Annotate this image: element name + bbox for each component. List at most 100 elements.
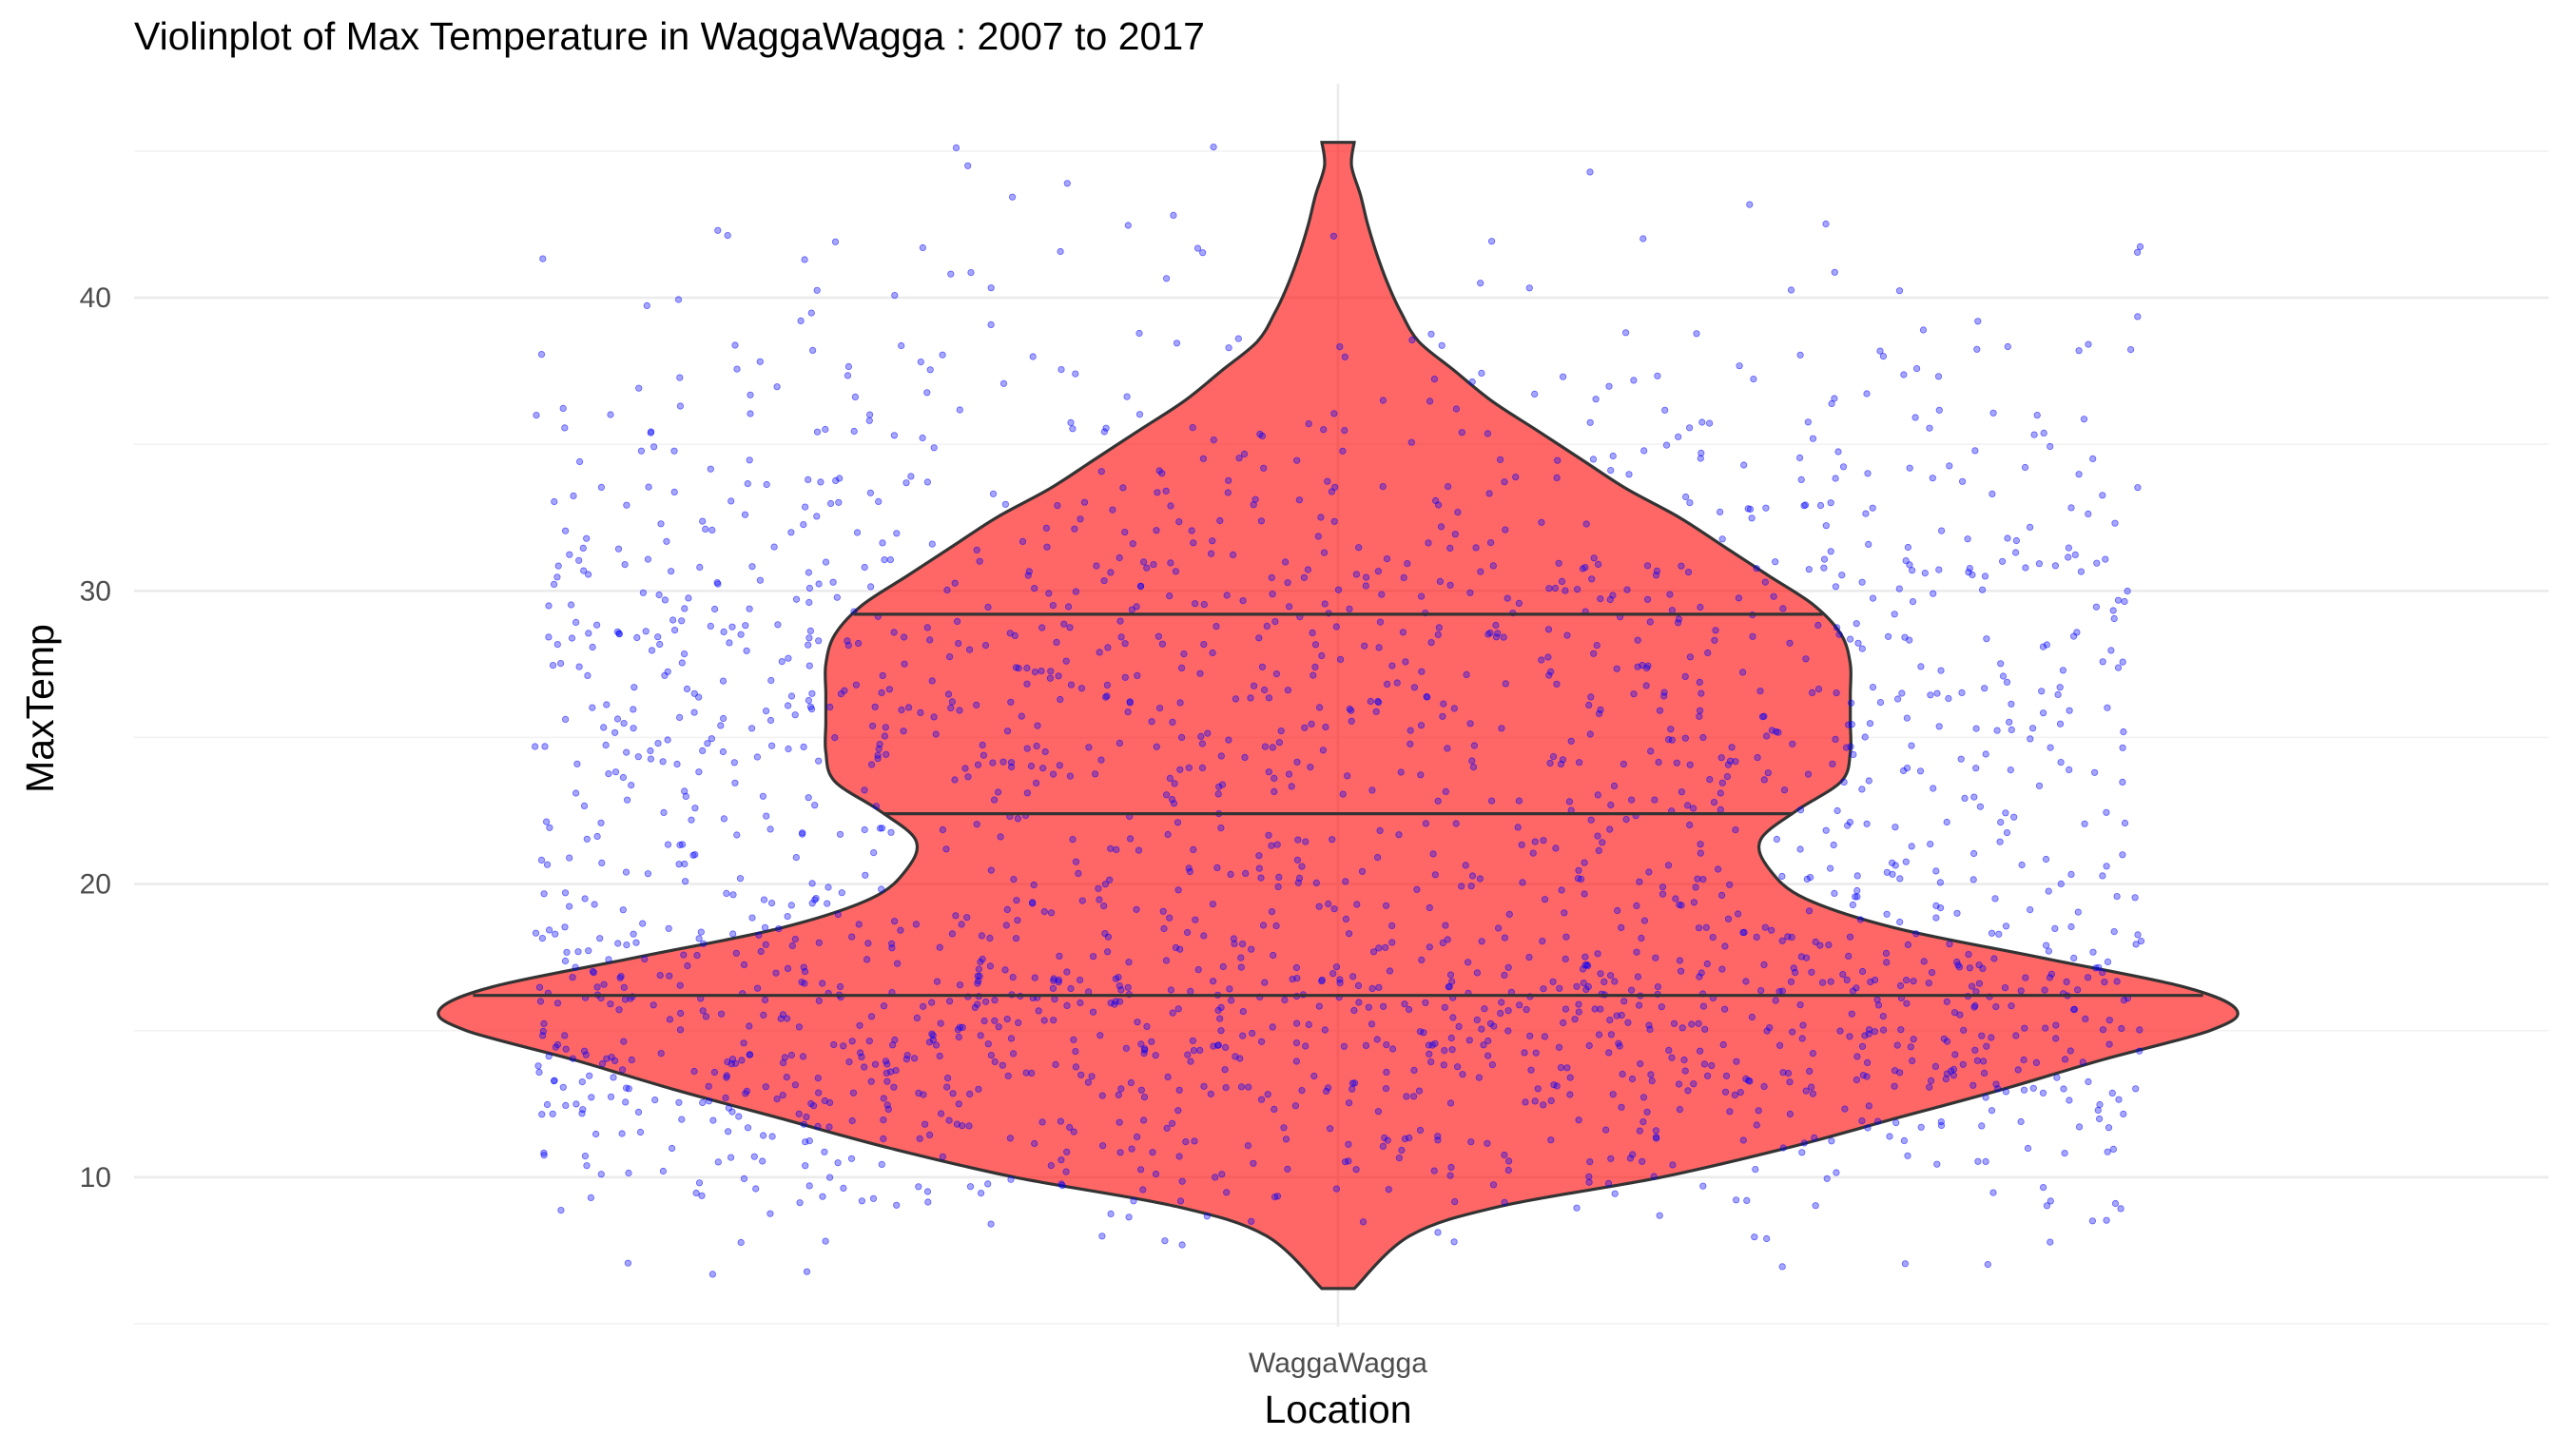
- jitter-point: [1629, 1151, 1637, 1158]
- jitter-point: [579, 544, 587, 553]
- jitter-point: [1653, 1135, 1660, 1142]
- jitter-point: [865, 417, 873, 424]
- jitter-point: [2121, 597, 2128, 606]
- jitter-point: [1839, 463, 1848, 471]
- jitter-point: [1607, 801, 1615, 809]
- jitter-point: [1709, 933, 1717, 942]
- jitter-point: [593, 983, 601, 991]
- jitter-point: [1760, 776, 1768, 784]
- jitter-point: [855, 921, 863, 928]
- jitter-point: [1557, 1064, 1565, 1072]
- jitter-point: [1531, 1097, 1539, 1105]
- jitter-point: [779, 1011, 787, 1019]
- jitter-point: [1325, 1084, 1332, 1092]
- jitter-point: [659, 758, 667, 766]
- jitter-point: [866, 583, 875, 591]
- jitter-point: [1585, 1173, 1593, 1180]
- jitter-point: [532, 929, 540, 937]
- jitter-point: [1374, 697, 1382, 706]
- jitter-point: [2103, 863, 2110, 870]
- jitter-point: [1271, 774, 1278, 783]
- jitter-point: [681, 787, 689, 795]
- jitter-point: [676, 981, 684, 989]
- jitter-point: [2137, 937, 2145, 945]
- jitter-point: [1166, 914, 1174, 922]
- jitter-point: [1529, 849, 1537, 857]
- jitter-point: [1556, 984, 1563, 992]
- jitter-point: [1269, 591, 1276, 598]
- jitter-point: [1692, 883, 1699, 891]
- jitter-point: [1395, 1155, 1404, 1162]
- jitter-point: [1497, 456, 1504, 463]
- jitter-point: [1575, 1000, 1582, 1008]
- jitter-point: [1174, 1005, 1182, 1013]
- jitter-point: [596, 935, 604, 942]
- jitter-point: [1056, 762, 1063, 769]
- jitter-point: [1375, 983, 1383, 991]
- jitter-point: [1804, 418, 1812, 426]
- jitter-point: [575, 556, 583, 564]
- jitter-point: [984, 1180, 992, 1188]
- jitter-point: [1107, 569, 1115, 576]
- jitter-point: [1415, 1087, 1424, 1095]
- jitter-point: [1477, 568, 1484, 575]
- jitter-point: [1929, 475, 1936, 482]
- jitter-point: [1339, 790, 1347, 798]
- jitter-point: [1891, 1067, 1899, 1075]
- jitter-point: [1200, 932, 1208, 940]
- jitter-point: [1498, 725, 1505, 732]
- jitter-point: [1058, 1182, 1066, 1190]
- jitter-point: [759, 1157, 766, 1165]
- jitter-point: [554, 562, 562, 570]
- jitter-point: [1991, 895, 1999, 903]
- jitter-point: [1892, 862, 1899, 869]
- jitter-point: [1251, 495, 1259, 503]
- jitter-point: [959, 1023, 966, 1031]
- jitter-point: [1739, 1136, 1747, 1144]
- jitter-point: [1883, 910, 1891, 918]
- jitter-point: [959, 1122, 966, 1130]
- jitter-point: [1190, 1047, 1198, 1055]
- jitter-point: [1139, 1186, 1147, 1194]
- jitter-point: [1490, 1022, 1498, 1030]
- jitter-point: [836, 982, 844, 991]
- jitter-point: [978, 1190, 985, 1197]
- jitter-point: [865, 411, 874, 418]
- jitter-point: [1374, 568, 1383, 575]
- jitter-point: [2051, 924, 2059, 933]
- jitter-point: [952, 912, 960, 920]
- jitter-point: [1098, 1233, 1106, 1240]
- jitter-point: [717, 1010, 726, 1018]
- jitter-point: [587, 1194, 595, 1202]
- jitter-point: [610, 1074, 617, 1081]
- jitter-point: [534, 1062, 542, 1070]
- jitter-point: [1182, 1138, 1190, 1146]
- jitter-point: [2105, 1017, 2113, 1024]
- jitter-point: [762, 941, 769, 948]
- jitter-point: [575, 457, 584, 466]
- jitter-point: [1639, 1094, 1648, 1101]
- jitter-point: [1135, 411, 1144, 418]
- jitter-point: [1178, 1177, 1186, 1185]
- jitter-point: [1786, 639, 1794, 647]
- jitter-point: [1018, 712, 1025, 720]
- jitter-point: [2052, 1035, 2060, 1042]
- jitter-point: [1633, 948, 1640, 956]
- jitter-point: [1609, 452, 1617, 460]
- jitter-point: [1006, 1135, 1015, 1142]
- jitter-point: [1847, 743, 1854, 750]
- jitter-point: [1876, 347, 1884, 355]
- jitter-point: [991, 997, 999, 1004]
- jitter-point: [1069, 835, 1077, 844]
- jitter-point: [636, 1128, 645, 1136]
- jitter-point: [714, 226, 722, 234]
- jitter-point: [1560, 1019, 1567, 1027]
- jitter-point: [540, 1019, 548, 1028]
- jitter-point: [791, 711, 799, 719]
- jitter-point: [844, 637, 851, 645]
- jitter-point: [1858, 1042, 1867, 1050]
- jitter-point: [1054, 501, 1061, 510]
- jitter-point: [689, 851, 697, 859]
- jitter-point: [1442, 787, 1449, 796]
- jitter-point: [1458, 429, 1465, 437]
